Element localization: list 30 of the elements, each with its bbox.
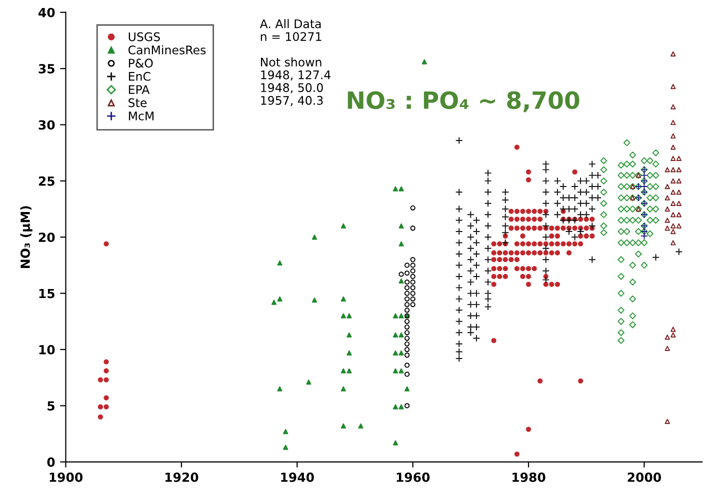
legend-label: CanMinesRes — [128, 45, 206, 54]
y-tick-label: 30 — [38, 120, 55, 130]
y-tick-label: 35 — [38, 64, 54, 74]
annotation: 1948, 50.0 — [261, 83, 323, 94]
x-tick-label: 1940 — [281, 472, 314, 482]
x-tick-label: 1980 — [512, 472, 546, 482]
annotation: n = 10271 — [260, 32, 322, 41]
y-tick-label: 15 — [39, 288, 54, 298]
annotation: Not shown — [260, 57, 322, 67]
legend-label: McM — [128, 112, 154, 120]
legend-label: P&O — [128, 58, 153, 68]
y-tick-label: 40 — [38, 8, 55, 18]
y-tick-label: 25 — [38, 176, 54, 186]
y-tick-label: 5 — [48, 401, 54, 411]
x-tick-label: 1960 — [396, 472, 430, 482]
legend-label: EnC — [128, 72, 150, 81]
x-tick-label: 2000 — [628, 472, 662, 482]
legend-label: USGS — [128, 32, 160, 42]
y-tick-label: 0 — [47, 457, 55, 467]
y-axis-title: NO₃ (μM) — [20, 206, 32, 268]
legend-label: EPA — [128, 85, 150, 94]
annotation: 1957, 40.3 — [261, 96, 323, 106]
legend-label: Ste — [128, 98, 147, 108]
x-tick-label: 1900 — [50, 472, 83, 482]
y-tick-label: 10 — [39, 344, 55, 354]
annotation: 1948, 127.4 — [261, 70, 331, 81]
y-tick-label: 20 — [38, 232, 55, 242]
x-tick-label: 1920 — [165, 472, 198, 482]
annotation: A. All Data — [260, 19, 321, 28]
annotation: NO₃ : PO₄ ~ 8,700 — [348, 91, 580, 112]
